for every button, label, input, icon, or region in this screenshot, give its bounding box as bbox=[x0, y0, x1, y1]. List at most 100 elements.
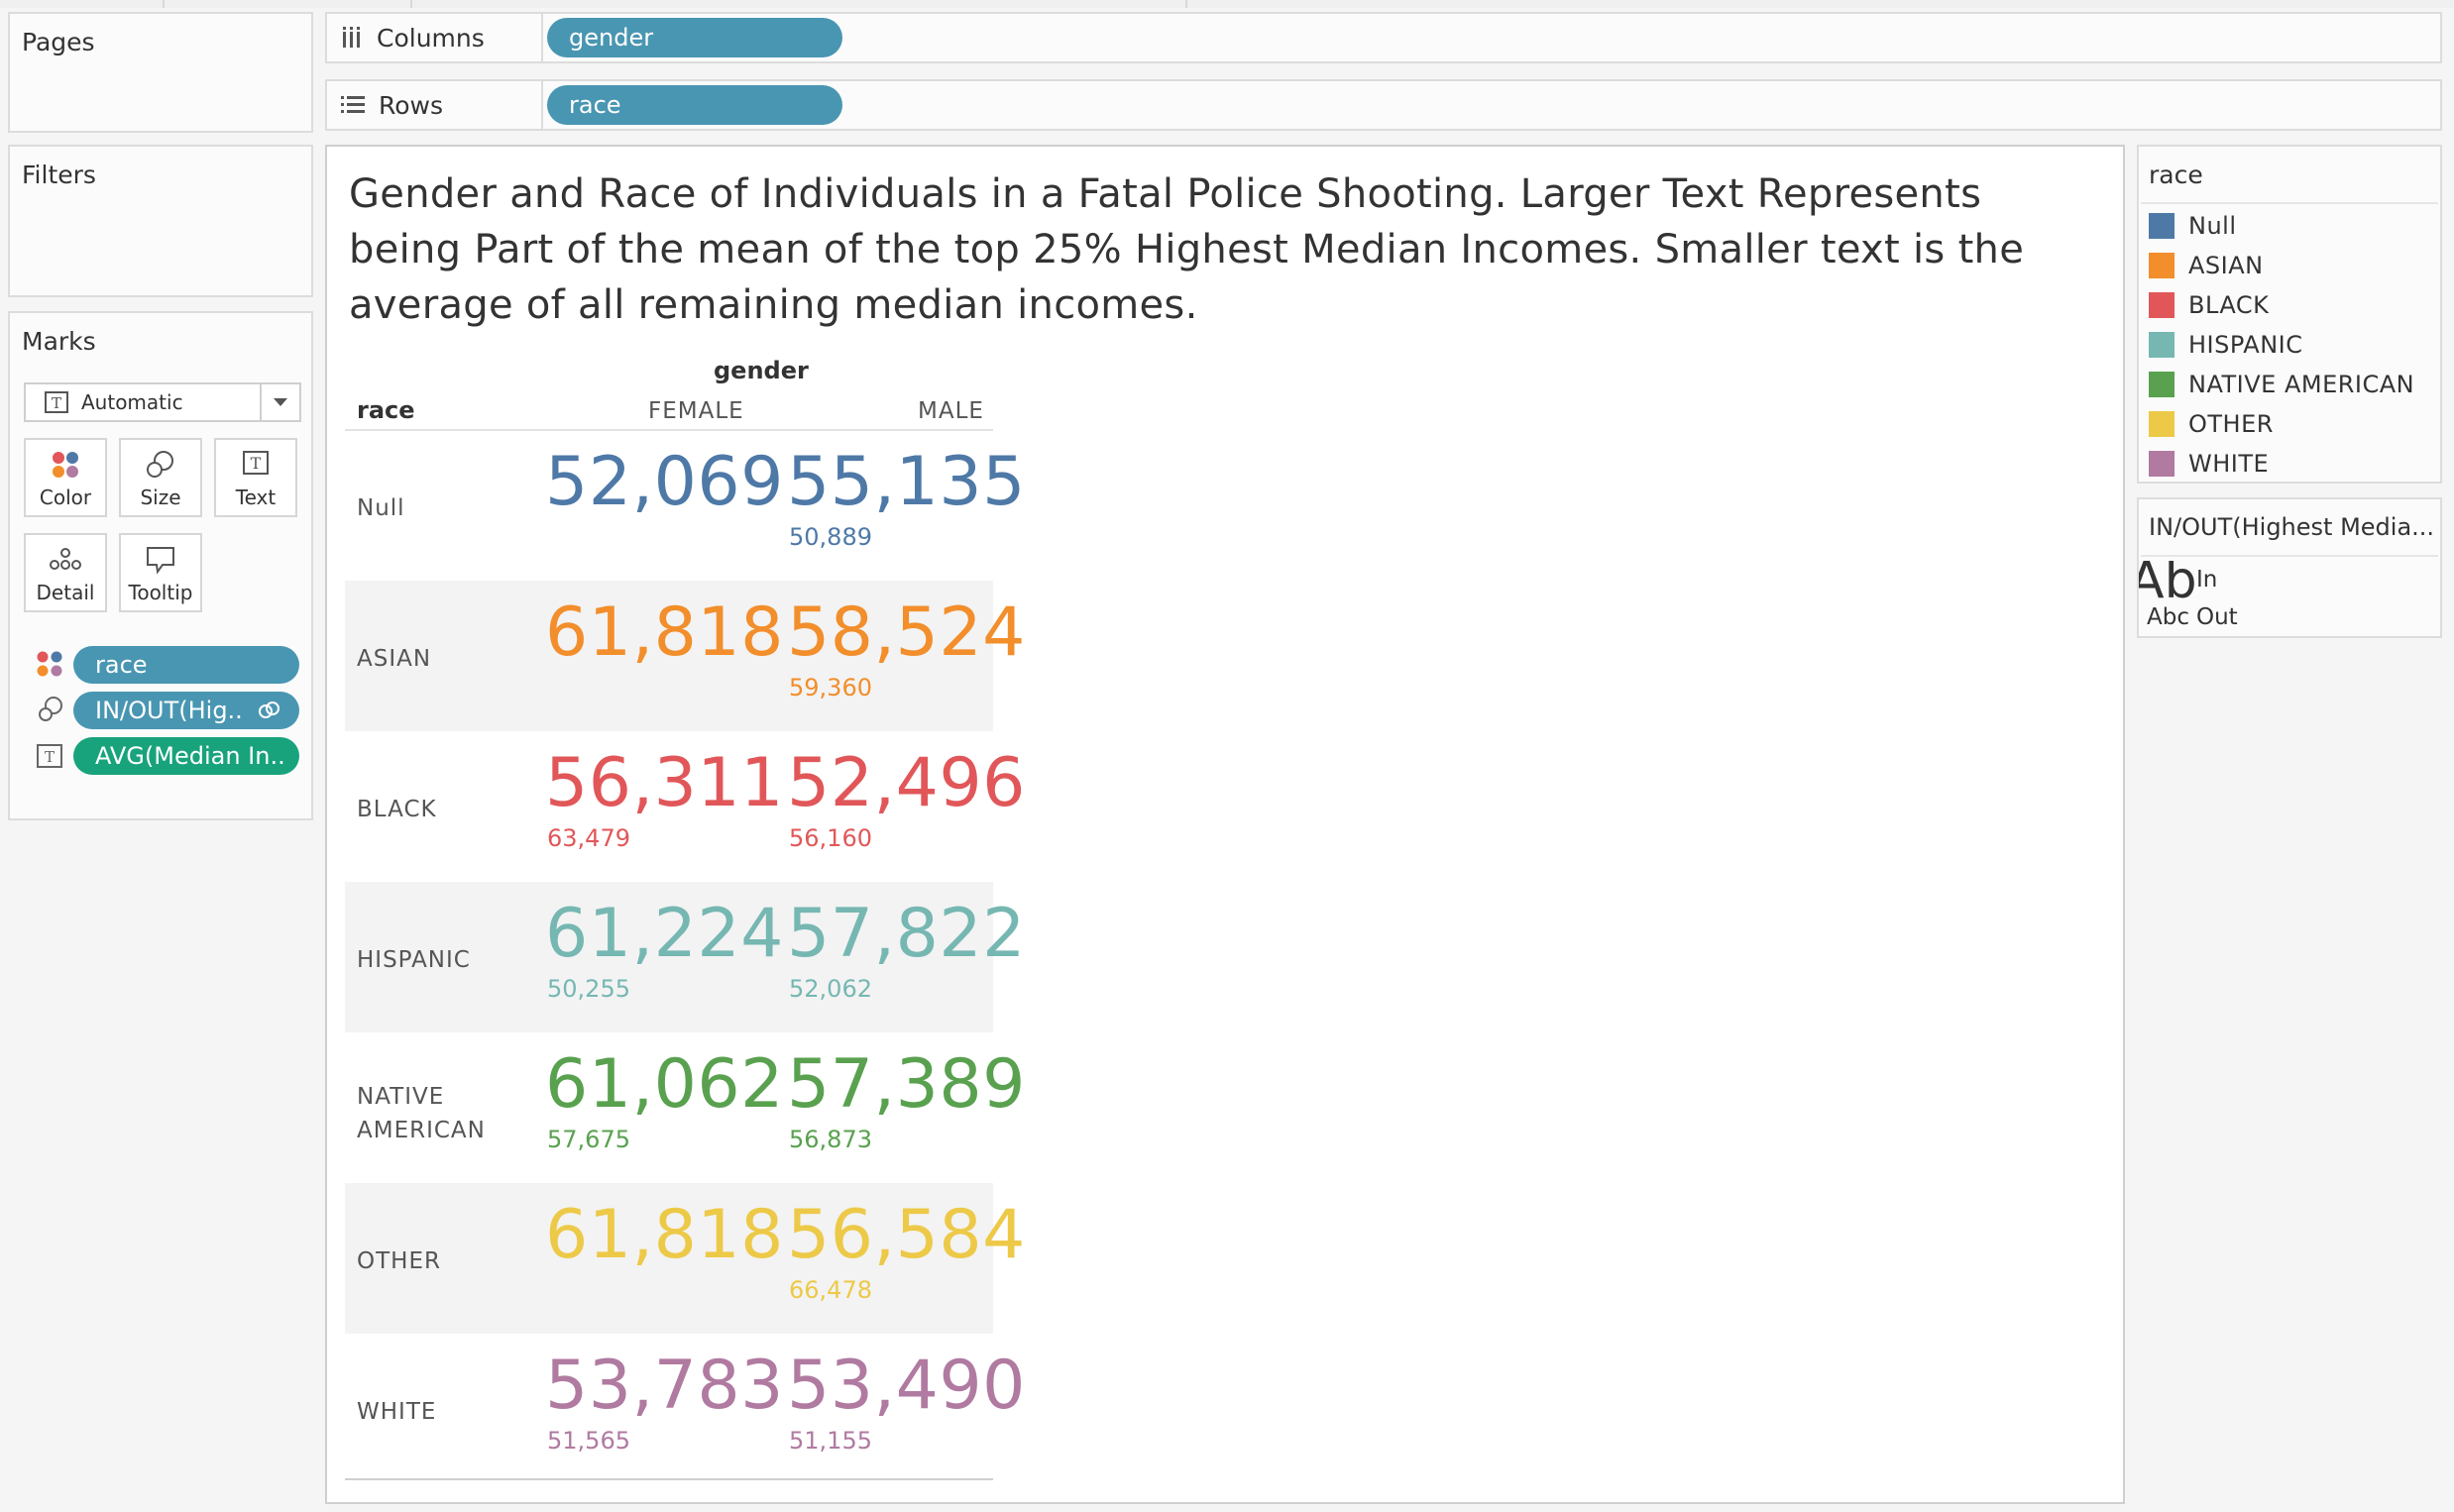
legend-item[interactable]: OTHER bbox=[2149, 410, 2274, 438]
filters-shelf[interactable]: Filters bbox=[8, 145, 313, 297]
tooltip-icon bbox=[147, 547, 174, 575]
female-in-value[interactable]: 56,311 bbox=[545, 744, 784, 822]
male-out-value[interactable]: 56,873 bbox=[789, 1126, 872, 1153]
female-in-value[interactable]: 61,818 bbox=[545, 594, 784, 672]
header-divider bbox=[345, 429, 993, 431]
legend-swatch bbox=[2149, 213, 2175, 239]
legend-item[interactable]: HISPANIC bbox=[2149, 331, 2303, 359]
male-in-value[interactable]: 58,524 bbox=[787, 594, 1026, 672]
female-out-value[interactable]: 50,255 bbox=[547, 975, 630, 1003]
out-size-sample: Abc bbox=[2147, 604, 2189, 630]
tooltip-button[interactable]: Tooltip bbox=[119, 533, 202, 612]
table-row[interactable]: Null 52,069 55,135 50,889 bbox=[345, 430, 1025, 581]
male-out-value[interactable]: 66,478 bbox=[789, 1276, 872, 1304]
male-out-value[interactable]: 51,155 bbox=[789, 1427, 872, 1455]
toolbar-divider bbox=[163, 0, 165, 8]
legend-swatch bbox=[2149, 253, 2175, 278]
gender-column-pill-label: gender bbox=[569, 24, 654, 52]
race-color-legend: race Null ASIAN BLACK HISPANIC NATIVE AMERIC… bbox=[2137, 145, 2442, 484]
male-out-value[interactable]: 56,160 bbox=[789, 824, 872, 852]
table-row[interactable]: HISPANIC 61,224 50,255 57,822 52,062 bbox=[345, 882, 1025, 1032]
female-in-value[interactable]: 61,818 bbox=[545, 1196, 784, 1274]
male-in-value[interactable]: 55,135 bbox=[787, 443, 1026, 521]
table-row[interactable]: BLACK 56,311 63,479 52,496 56,160 bbox=[345, 731, 1025, 882]
chevron-down-icon[interactable] bbox=[260, 384, 299, 420]
male-in-value[interactable]: 53,490 bbox=[787, 1347, 1026, 1425]
in-out-size-pill-label: IN/OUT(Hig.. bbox=[95, 697, 243, 724]
avg-median-income-text-pill[interactable]: AVG(Median In.. bbox=[73, 737, 299, 775]
table-bottom-border bbox=[345, 1478, 993, 1480]
legend-label: Null bbox=[2188, 212, 2237, 240]
legend-label: OTHER bbox=[2188, 410, 2274, 438]
male-out-value[interactable]: 50,889 bbox=[789, 523, 872, 551]
svg-text:T: T bbox=[52, 394, 61, 412]
svg-text:T: T bbox=[45, 748, 55, 766]
male-in-value[interactable]: 56,584 bbox=[787, 1196, 1026, 1274]
race-row-pill-label: race bbox=[569, 91, 621, 119]
female-in-value[interactable]: 61,062 bbox=[545, 1045, 784, 1124]
legend-label: ASIAN bbox=[2188, 252, 2264, 279]
female-in-value[interactable]: 61,224 bbox=[545, 895, 784, 973]
male-in-value[interactable]: 52,496 bbox=[787, 744, 1026, 822]
viz-canvas[interactable]: Gender and Race of Individuals in a Fata… bbox=[325, 145, 2125, 1504]
legend-item[interactable]: Null bbox=[2149, 212, 2237, 240]
race-header: race bbox=[357, 396, 415, 424]
female-out-value[interactable]: 57,675 bbox=[547, 1126, 630, 1153]
legend-label: HISPANIC bbox=[2188, 331, 2303, 359]
text-button[interactable]: T Text bbox=[214, 438, 297, 517]
legend-item[interactable]: WHITE bbox=[2149, 450, 2269, 478]
tooltip-button-label: Tooltip bbox=[128, 581, 193, 604]
detail-button-label: Detail bbox=[36, 581, 95, 604]
text-button-label: Text bbox=[235, 486, 277, 509]
toolbar-divider bbox=[1185, 0, 1187, 8]
row-label-race: HISPANIC bbox=[357, 947, 471, 973]
in-out-size-legend: IN/OUT(Highest Media... Ab In Abc Out bbox=[2137, 497, 2442, 638]
rows-icon bbox=[341, 96, 365, 113]
gender-column-pill[interactable]: gender bbox=[547, 18, 842, 57]
rows-shelf[interactable]: Rows race bbox=[325, 79, 2442, 131]
row-label-race: Null bbox=[357, 495, 405, 521]
text-mark-icon: T bbox=[45, 391, 68, 413]
race-color-pill[interactable]: race bbox=[73, 646, 299, 684]
rows-shelf-label: Rows bbox=[327, 81, 543, 129]
male-in-value[interactable]: 57,822 bbox=[787, 895, 1026, 973]
female-in-value[interactable]: 53,783 bbox=[545, 1347, 784, 1425]
male-out-value[interactable]: 52,062 bbox=[789, 975, 872, 1003]
detail-button[interactable]: Detail bbox=[24, 533, 107, 612]
columns-shelf-label: Columns bbox=[327, 14, 543, 61]
table-row[interactable]: ASIAN 61,818 58,524 59,360 bbox=[345, 581, 1025, 731]
female-out-value[interactable]: 63,479 bbox=[547, 824, 630, 852]
legend-item[interactable]: BLACK bbox=[2149, 291, 2269, 319]
male-out-value[interactable]: 59,360 bbox=[789, 674, 872, 702]
female-in-value[interactable]: 52,069 bbox=[545, 443, 784, 521]
row-label-race: ASIAN bbox=[357, 646, 432, 672]
in-legend-label[interactable]: In bbox=[2196, 567, 2218, 593]
in-out-legend-title: IN/OUT(Highest Media... bbox=[2149, 513, 2435, 541]
out-legend-label[interactable]: Out bbox=[2196, 604, 2238, 630]
in-out-size-pill[interactable]: IN/OUT(Hig.. bbox=[73, 692, 299, 729]
color-button-label: Color bbox=[39, 486, 92, 509]
columns-icon bbox=[343, 27, 360, 48]
avg-median-income-pill-label: AVG(Median In.. bbox=[95, 742, 285, 770]
mark-type-dropdown[interactable]: T Automatic bbox=[24, 382, 301, 422]
mark-type-value: Automatic bbox=[81, 390, 183, 414]
female-column-header: FEMALE bbox=[648, 398, 744, 424]
pages-shelf[interactable]: Pages bbox=[8, 12, 313, 133]
table-row[interactable]: OTHER 61,818 56,584 66,478 bbox=[345, 1183, 1025, 1334]
race-legend-title: race bbox=[2149, 161, 2203, 189]
legend-item[interactable]: NATIVE AMERICAN bbox=[2149, 371, 2414, 398]
male-in-value[interactable]: 57,389 bbox=[787, 1045, 1026, 1124]
columns-shelf[interactable]: Columns gender bbox=[325, 12, 2442, 63]
color-button[interactable]: Color bbox=[24, 438, 107, 517]
legend-label: NATIVE AMERICAN bbox=[2188, 371, 2415, 398]
row-label-race: OTHER bbox=[357, 1248, 441, 1274]
gender-header: gender bbox=[714, 357, 809, 384]
male-column-header: MALE bbox=[918, 398, 984, 424]
size-button[interactable]: Size bbox=[119, 438, 202, 517]
table-row[interactable]: NATIVE AMERICAN 61,062 57,675 57,389 56,873 bbox=[345, 1032, 1025, 1183]
legend-item[interactable]: ASIAN bbox=[2149, 252, 2264, 279]
table-row[interactable]: WHITE 53,783 51,565 53,490 51,155 bbox=[345, 1334, 1025, 1484]
female-out-value[interactable]: 51,565 bbox=[547, 1427, 630, 1455]
race-row-pill[interactable]: race bbox=[547, 85, 842, 125]
columns-label: Columns bbox=[377, 23, 485, 53]
